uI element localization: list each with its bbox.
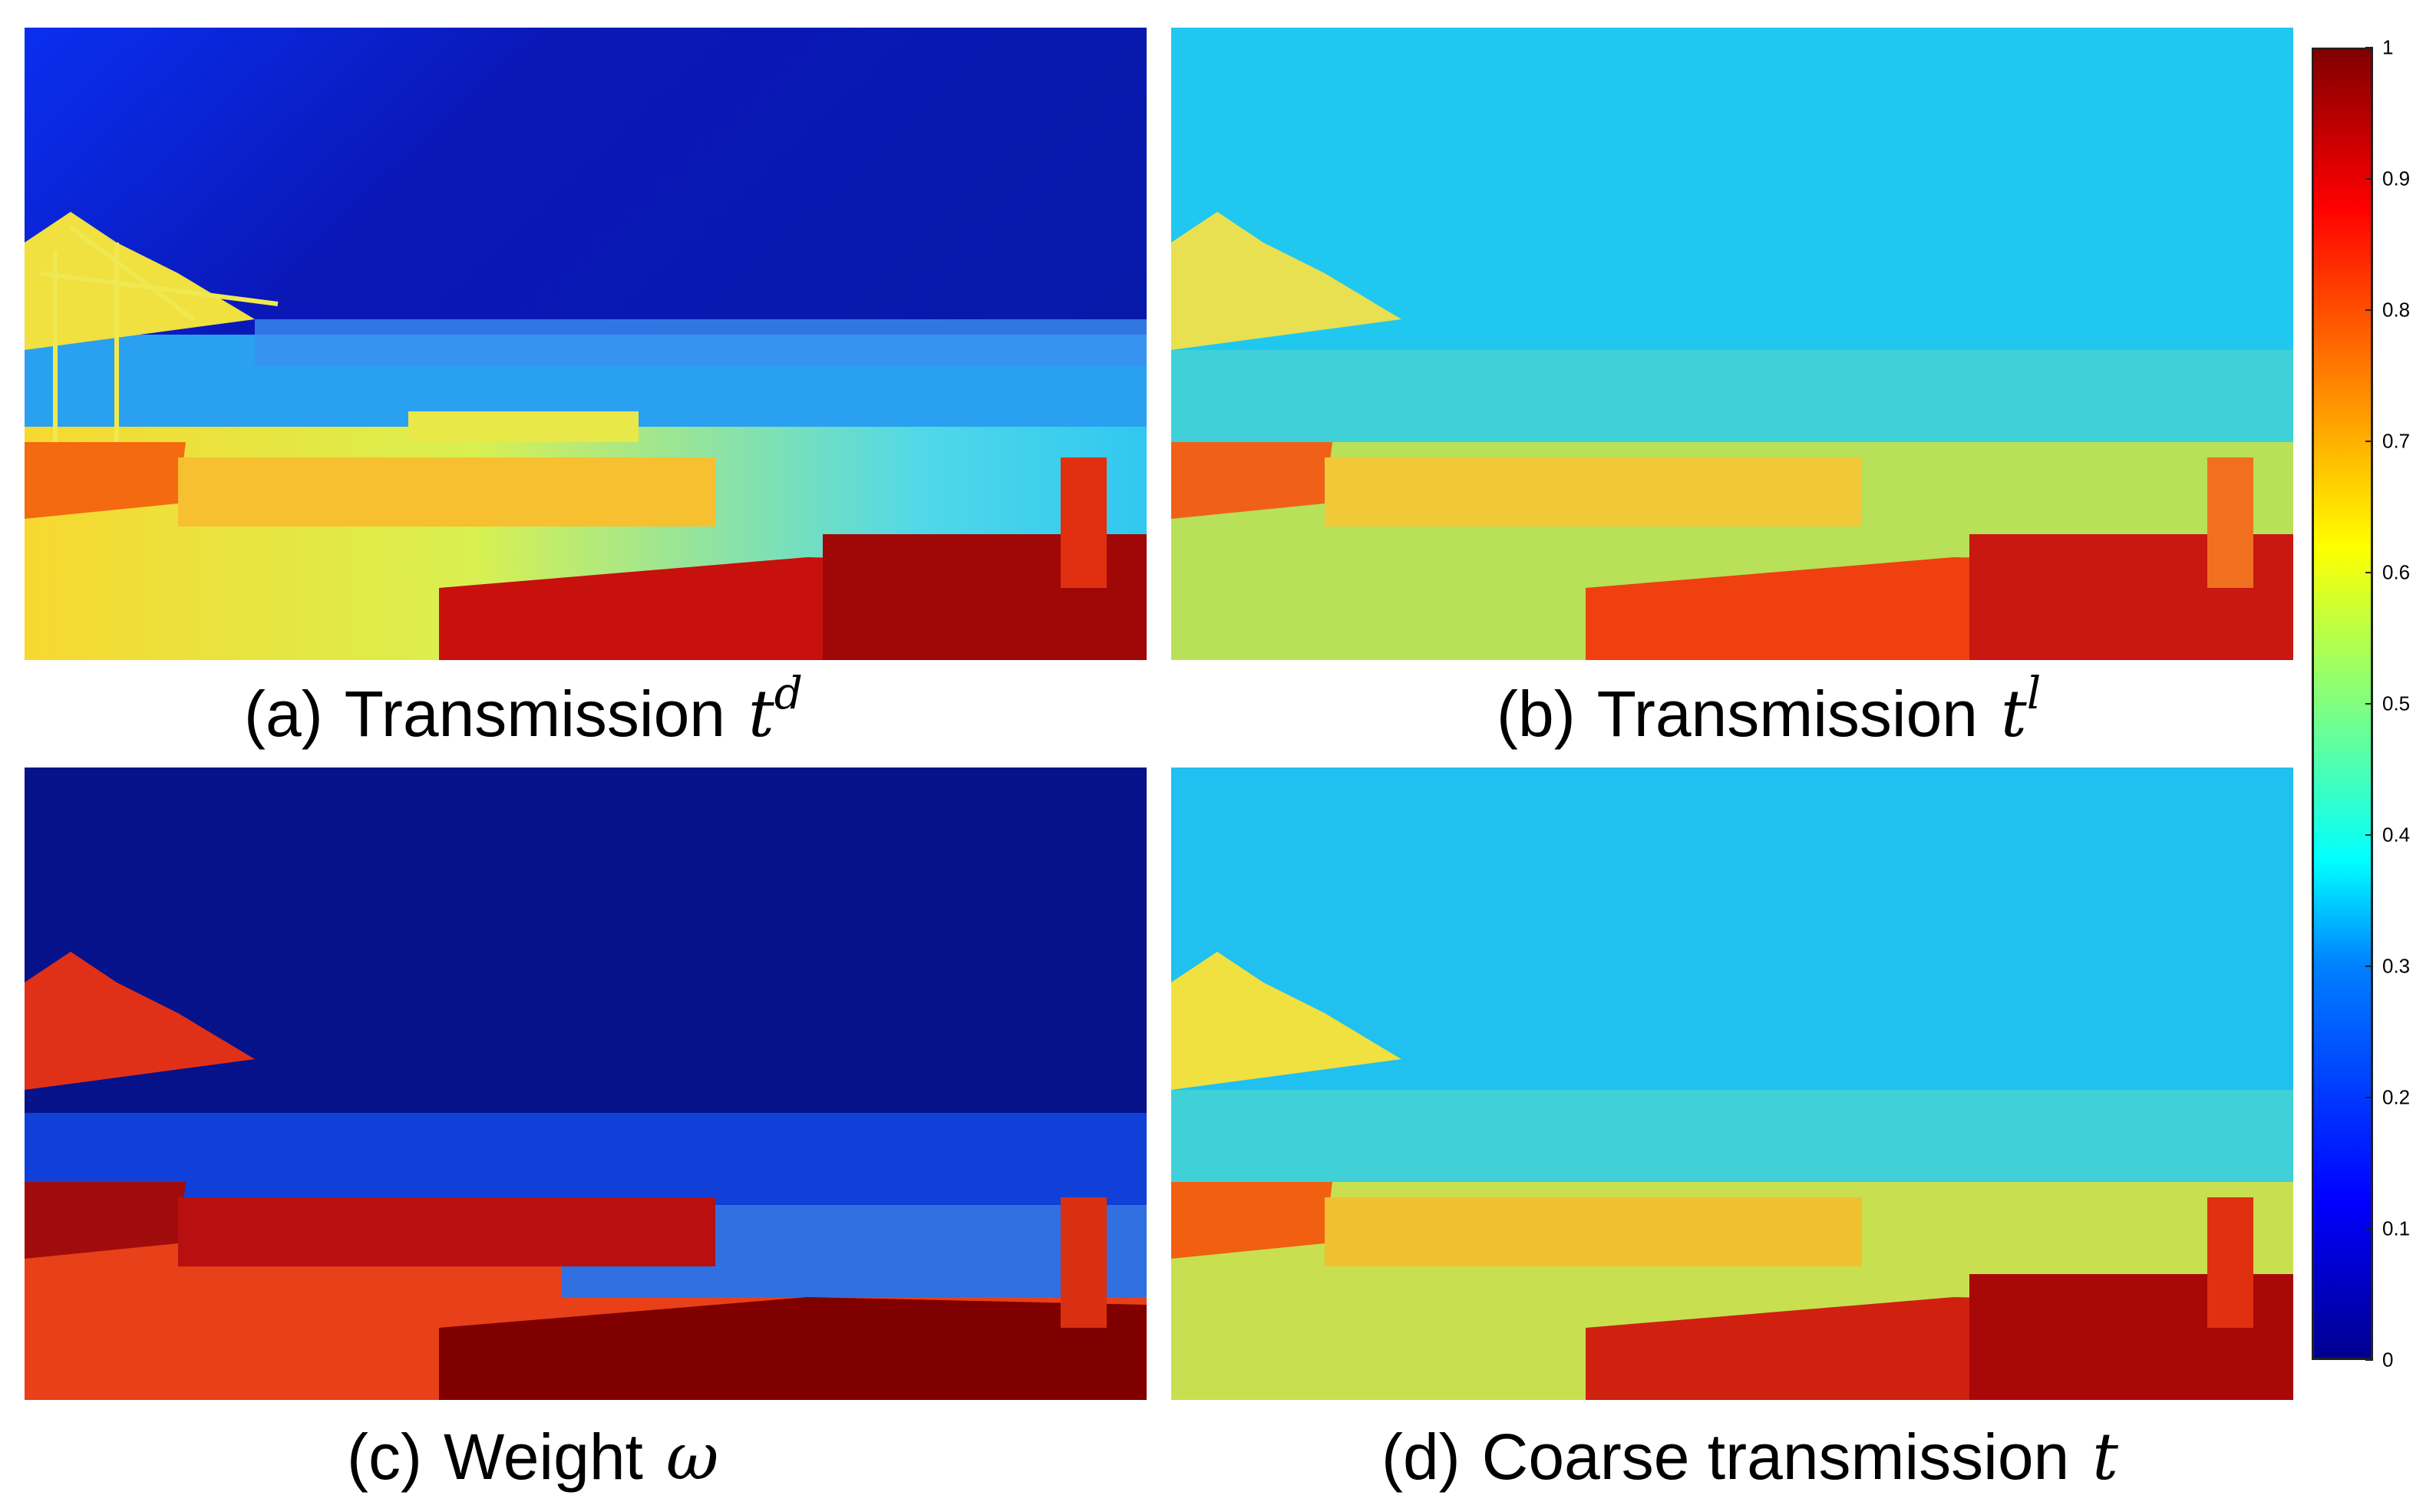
- colorbar-tick-label: 0.9: [2382, 167, 2411, 190]
- colorbar-tick-mark: [2365, 441, 2373, 442]
- colorbar-tick-label: 1: [2382, 35, 2394, 59]
- colorbar-tick-label: 0.8: [2382, 298, 2411, 322]
- caption-c: (c) Weight ω: [347, 1419, 719, 1494]
- colorbar-tick-mark: [2365, 178, 2373, 180]
- colorbar-tick-label: 0.2: [2382, 1085, 2411, 1109]
- colorbar-tick-mark: [2365, 1359, 2373, 1361]
- colorbar-tick-mark: [2365, 703, 2373, 705]
- caption-d: (d) Coarse transmission t: [1381, 1419, 2119, 1494]
- colorbar-tick-mark: [2365, 309, 2373, 311]
- heatmap-panel-d: [1171, 768, 2293, 1400]
- colorbar-tick-label: 0.1: [2382, 1217, 2411, 1240]
- colorbar-tick-mark: [2365, 47, 2373, 48]
- caption-b: (b) Transmission tl: [1497, 667, 2042, 751]
- colorbar-tick-mark: [2365, 1097, 2373, 1098]
- heatmap-panel-b: [1171, 28, 2293, 660]
- colorbar-tick-mark: [2365, 966, 2373, 967]
- colorbar-tick-label: 0.7: [2382, 429, 2411, 453]
- colorbar-tick-mark: [2365, 834, 2373, 836]
- colorbar-tick-mark: [2365, 572, 2373, 573]
- colorbar-tick-label: 0: [2382, 1348, 2394, 1372]
- colorbar-tick-label: 0.6: [2382, 560, 2411, 584]
- colorbar: [2312, 48, 2373, 1360]
- heatmap-panel-a: [25, 28, 1147, 660]
- colorbar-tick-label: 0.5: [2382, 692, 2411, 715]
- colorbar-tick-label: 0.3: [2382, 954, 2411, 978]
- heatmap-panel-c: [25, 768, 1147, 1400]
- caption-a: (a) Transmission td: [244, 667, 803, 751]
- colorbar-tick-mark: [2365, 1228, 2373, 1230]
- colorbar-tick-label: 0.4: [2382, 823, 2411, 847]
